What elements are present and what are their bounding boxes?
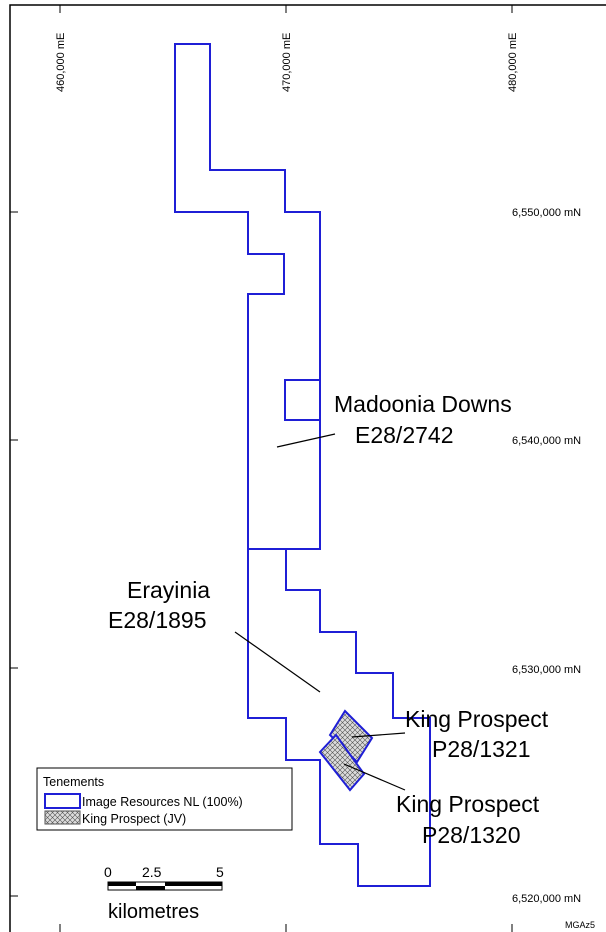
easting-label-470000: 470,000 mE	[281, 33, 293, 92]
map-frame	[9, 4, 606, 932]
tenement-name-erayinia: Erayinia	[127, 577, 210, 603]
tenement-name-king-1321: King Prospect	[405, 706, 549, 732]
easting-label-460000: 460,000 mE	[55, 33, 67, 92]
tenement-boundary-e28-2742	[174, 43, 321, 550]
legend-label-image-resources: Image Resources NL (100%)	[82, 795, 243, 809]
legend: Tenements Image Resources NL (100%) King…	[36, 767, 293, 831]
tenement-id-e28-1895: E28/1895	[108, 607, 206, 633]
tenement-id-e28-2742: E28/2742	[355, 422, 453, 448]
king-prospect-block-p28-1320	[318, 733, 366, 792]
tenement-notch	[284, 379, 320, 421]
scale-bar: 0 2.5 5 kilometres	[104, 864, 224, 923]
leader-lines	[234, 433, 406, 791]
tenement-id-p28-1320: P28/1320	[422, 822, 520, 848]
scale-tick-2-5: 2.5	[142, 864, 162, 880]
tenement-boundary-e28-1895	[247, 548, 431, 887]
easting-label-480000: 480,000 mE	[507, 33, 519, 92]
northing-label-6520000: 6,520,000 mN	[512, 893, 581, 905]
northing-label-6530000: 6,530,000 mN	[512, 664, 581, 676]
legend-title: Tenements	[43, 775, 104, 789]
projection-label: MGAz5	[565, 920, 595, 930]
tenement-id-p28-1321: P28/1321	[432, 736, 530, 762]
tenement-name-madoonia: Madoonia Downs	[334, 391, 512, 417]
legend-swatch-king-prospect	[44, 810, 81, 825]
scale-tick-5: 5	[216, 864, 224, 880]
scale-tick-0: 0	[104, 864, 112, 880]
legend-label-king-prospect: King Prospect (JV)	[82, 812, 186, 826]
easting-ticks-bottom	[59, 924, 513, 932]
scale-unit-label: kilometres	[108, 901, 199, 923]
northing-label-6540000: 6,540,000 mN	[512, 435, 581, 447]
northing-label-6550000: 6,550,000 mN	[512, 207, 581, 219]
tenement-name-king-1320: King Prospect	[396, 791, 540, 817]
easting-ticks-top	[59, 5, 513, 13]
northing-ticks-left	[10, 211, 18, 897]
legend-swatch-image-resources	[44, 793, 81, 809]
